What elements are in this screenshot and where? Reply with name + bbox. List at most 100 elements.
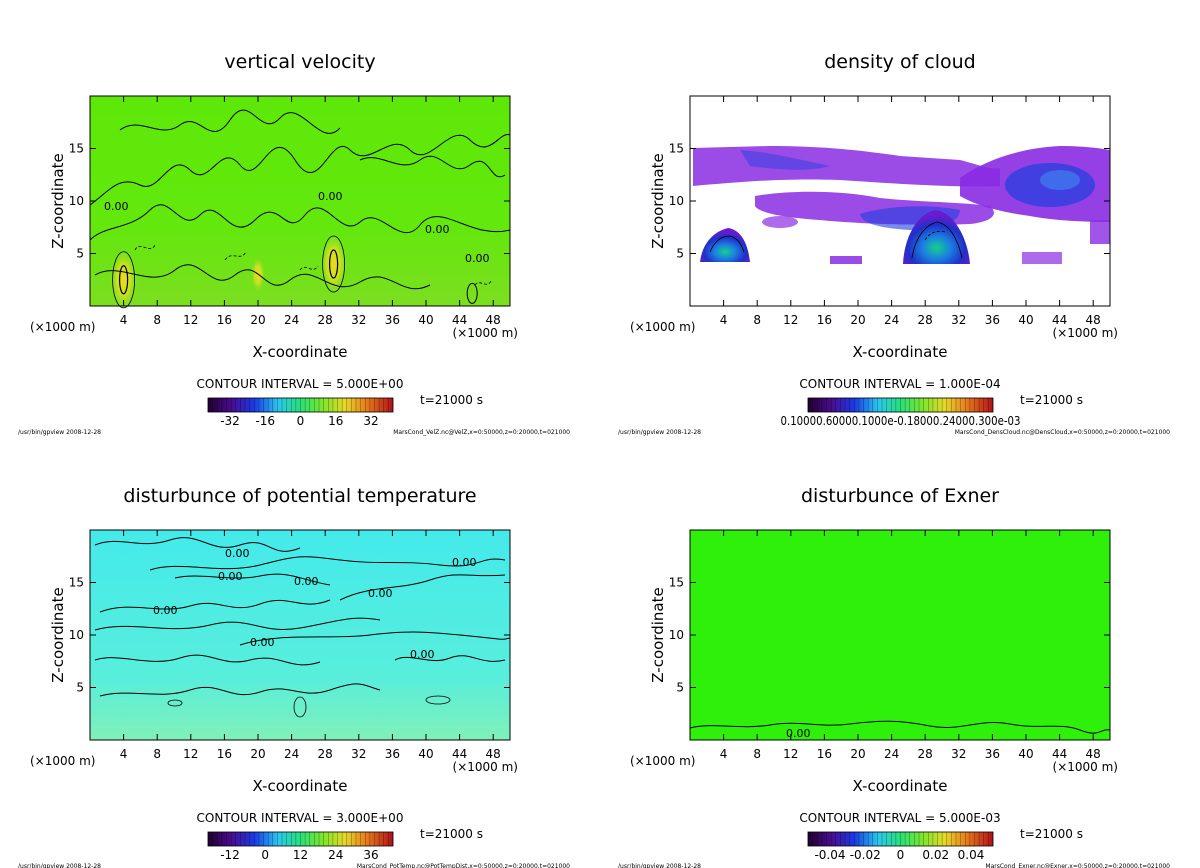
x-tick-label: 12 [783, 747, 798, 761]
cloud-patch [1022, 252, 1062, 264]
contour-interval: CONTOUR INTERVAL = 3.000E+00 [197, 811, 404, 825]
colorbar-tick-label: -12 [220, 848, 240, 862]
y-tick-label: 15 [69, 142, 84, 156]
contour-line [99, 599, 331, 613]
panel-title: density of cloud [824, 51, 976, 73]
core-contour [322, 235, 346, 293]
x-tick-label: 8 [753, 747, 761, 761]
x-tick-label: 4 [720, 747, 728, 761]
cloud-contour [709, 235, 745, 253]
colorbar-tick-label: -32 [220, 414, 240, 428]
x-tick-label: 44 [452, 313, 467, 327]
footer-left: /usr/bin/gpview 2008-12-28 [18, 863, 101, 868]
y-tick-label: 5 [676, 247, 684, 261]
contour-interval: CONTOUR INTERVAL = 5.000E+00 [197, 377, 404, 391]
x-tick-label: 8 [153, 313, 161, 327]
x-tick-label: 32 [951, 313, 966, 327]
y-tick-label: 5 [676, 681, 684, 695]
field-background [90, 530, 510, 740]
core-contour [329, 249, 339, 279]
cloud-dense-patch [1040, 170, 1080, 190]
x-tick-label: 28 [318, 747, 333, 761]
y-tick-label: 5 [76, 247, 84, 261]
field-background [690, 530, 1110, 740]
panel-title: vertical velocity [224, 51, 375, 73]
x-tick-label: 40 [418, 313, 433, 327]
x-tick-label: 48 [1086, 313, 1101, 327]
panel-title: disturbunce of potential temperature [123, 485, 476, 507]
y-tick-label: 10 [669, 628, 684, 642]
contour-label: 0.00 [410, 648, 435, 661]
x-tick-label: 48 [1086, 747, 1101, 761]
footer-left: /usr/bin/gpview 2008-12-28 [18, 429, 101, 436]
footer-left: /usr/bin/gpview 2008-12-28 [618, 429, 701, 436]
y-axis-label: Z-coordinate [649, 153, 667, 248]
contour-label: 0.00 [225, 547, 250, 560]
contour-line [89, 134, 511, 206]
contour-line [689, 720, 1111, 734]
time-label: t=21000 s [1020, 393, 1083, 407]
contour-label: 0.00 [104, 200, 129, 213]
y-unit-label: (×1000 m) [630, 320, 695, 334]
y-axis-label: Z-coordinate [49, 587, 67, 682]
x-tick-label: 28 [918, 747, 933, 761]
y-tick-label: 5 [76, 681, 84, 695]
colorbar-tick-label: 0.02 [922, 848, 949, 862]
contour-line [89, 204, 511, 241]
y-unit-label: (×1000 m) [30, 754, 95, 768]
colorbar: 0.10000.60000.1000e-0.18000.24000.300e-0… [781, 397, 1021, 428]
contour-label: 0.00 [218, 570, 243, 583]
x-tick-label: 4 [120, 313, 128, 327]
colorbar-tick-label: 16 [328, 414, 343, 428]
x-tick-label: 4 [720, 313, 728, 327]
negative-contour [134, 244, 156, 251]
colorbar-tick-label: 0.04 [958, 848, 985, 862]
x-tick-label: 8 [153, 747, 161, 761]
x-tick-label: 36 [385, 313, 400, 327]
x-tick-label: 40 [1018, 313, 1033, 327]
negative-contour [474, 279, 493, 286]
x-tick-label: 20 [250, 747, 265, 761]
y-tick-label: 15 [669, 142, 684, 156]
x-tick-label: 28 [918, 313, 933, 327]
footer-left: /usr/bin/gpview 2008-12-28 [618, 863, 701, 868]
y-tick-label: 15 [669, 576, 684, 590]
x-tick-label: 32 [951, 747, 966, 761]
x-tick-label: 12 [183, 313, 198, 327]
x-tick-label: 32 [351, 747, 366, 761]
contour-line [339, 574, 506, 601]
plot-field: 0.00 [689, 530, 1111, 740]
colorbar-tick-label: 24 [328, 848, 343, 862]
y-tick-label: 10 [69, 628, 84, 642]
contour-line [174, 573, 331, 586]
y-unit-label: (×1000 m) [30, 320, 95, 334]
x-tick-label: 36 [985, 747, 1000, 761]
colorbar: -12 0 12 24 36 [207, 831, 394, 862]
colorbar-tick-label: 0 [261, 848, 269, 862]
colorbar-tick-label: 36 [363, 848, 378, 862]
cloud-contour [924, 230, 946, 241]
contour-label: 0.00 [465, 252, 490, 265]
contour-line [167, 699, 183, 707]
x-tick-label: 44 [1052, 747, 1067, 761]
cloud-patch [830, 256, 862, 264]
x-tick-label: 40 [418, 747, 433, 761]
colorbar: -32 -16 0 16 32 [207, 397, 394, 428]
contour-line [359, 155, 506, 178]
panel-title: disturbunce of Exner [801, 485, 999, 507]
footer-right: MarsCond_Exner.nc@Exner,x=0:50000,z=0:20… [985, 863, 1170, 868]
colorbar-tick-label: 0.10000.60000.1000e-0.18000.24000.300e-0… [781, 414, 1021, 428]
time-label: t=21000 s [420, 827, 483, 841]
colorbar: -0.04 -0.02 0 0.02 0.04 [807, 831, 994, 862]
convective-cloud [700, 228, 750, 262]
updraft-core [109, 247, 138, 312]
x-tick-label: 40 [1018, 747, 1033, 761]
field-background [90, 96, 510, 306]
contour-line [394, 655, 506, 662]
y-axis-label: Z-coordinate [49, 153, 67, 248]
contour-label: 0.00 [318, 190, 343, 203]
contour-line [425, 695, 451, 705]
x-tick-label: 32 [351, 313, 366, 327]
